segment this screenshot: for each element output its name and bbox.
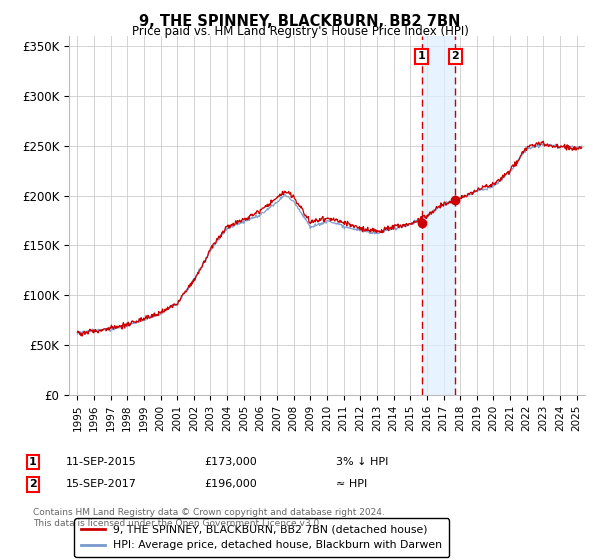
Text: 15-SEP-2017: 15-SEP-2017 [66,479,137,489]
Text: 9, THE SPINNEY, BLACKBURN, BB2 7BN: 9, THE SPINNEY, BLACKBURN, BB2 7BN [139,14,461,29]
Text: 11-SEP-2015: 11-SEP-2015 [66,457,137,467]
Text: Contains HM Land Registry data © Crown copyright and database right 2024.: Contains HM Land Registry data © Crown c… [33,508,385,517]
Bar [422,36,455,395]
Text: 2: 2 [29,479,37,489]
Text: 1: 1 [29,457,37,467]
Text: This data is licensed under the Open Government Licence v3.0.: This data is licensed under the Open Gov… [33,519,322,528]
Text: ≈ HPI: ≈ HPI [336,479,367,489]
Text: £196,000: £196,000 [204,479,257,489]
Legend: 9, THE SPINNEY, BLACKBURN, BB2 7BN (detached house), HPI: Average price, detache: 9, THE SPINNEY, BLACKBURN, BB2 7BN (deta… [74,519,449,557]
Text: 1: 1 [418,52,425,61]
Text: 2: 2 [451,52,459,61]
Text: £173,000: £173,000 [204,457,257,467]
Text: 3% ↓ HPI: 3% ↓ HPI [336,457,388,467]
Text: Price paid vs. HM Land Registry's House Price Index (HPI): Price paid vs. HM Land Registry's House … [131,25,469,38]
